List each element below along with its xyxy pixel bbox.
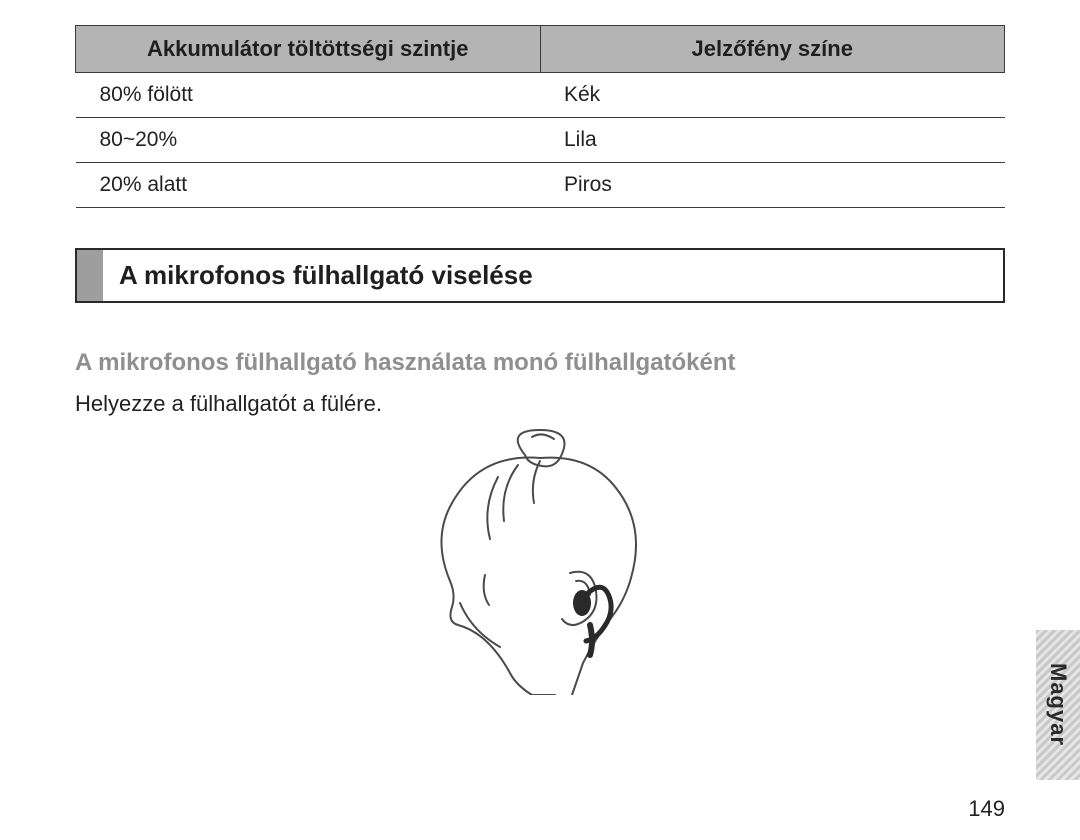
page-number: 149 xyxy=(968,796,1005,822)
table-row: 80% fölött Kék xyxy=(76,73,1005,118)
subsection-heading: A mikrofonos fülhallgató használata monó… xyxy=(75,349,1005,377)
table-cell: Piros xyxy=(540,163,1005,208)
instruction-text: Helyezze a fülhallgatót a fülére. xyxy=(75,391,1005,417)
section-heading-bar: A mikrofonos fülhallgató viselése xyxy=(75,248,1005,303)
table-cell: 80~20% xyxy=(76,118,541,163)
table-cell: 20% alatt xyxy=(76,163,541,208)
language-side-tab: Magyar xyxy=(1036,630,1080,780)
battery-table: Akkumulátor töltöttségi szintje Jelzőfén… xyxy=(75,25,1005,208)
language-label: Magyar xyxy=(1045,663,1071,746)
table-header-level: Akkumulátor töltöttségi szintje xyxy=(76,26,541,73)
section-tab-marker xyxy=(77,250,103,301)
section-title: A mikrofonos fülhallgató viselése xyxy=(103,250,549,301)
table-row: 80~20% Lila xyxy=(76,118,1005,163)
table-cell: Kék xyxy=(540,73,1005,118)
table-cell: 80% fölött xyxy=(76,73,541,118)
table-cell: Lila xyxy=(540,118,1005,163)
table-header-color: Jelzőfény színe xyxy=(540,26,1005,73)
head-illustration xyxy=(390,425,690,695)
table-row: 20% alatt Piros xyxy=(76,163,1005,208)
